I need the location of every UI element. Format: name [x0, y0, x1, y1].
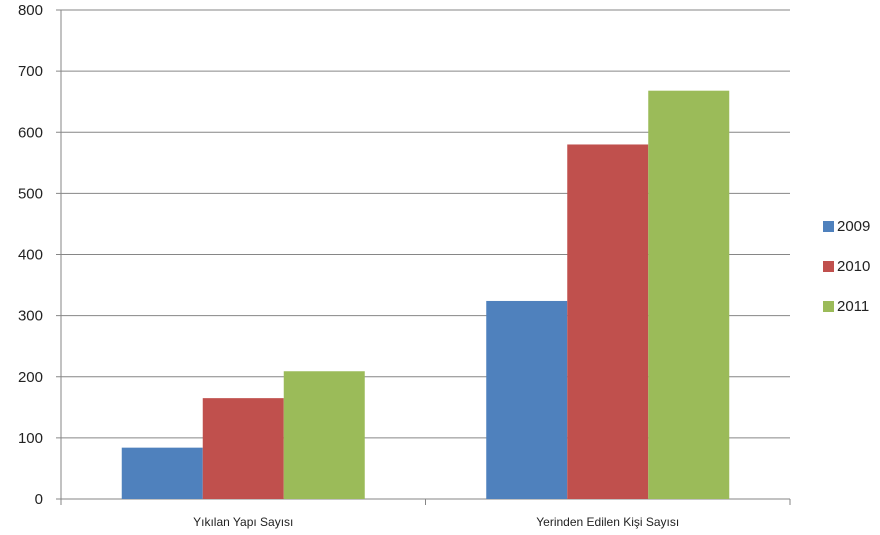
bar-2009-1: [486, 300, 568, 499]
bar-2011-1: [648, 90, 730, 499]
bars: [121, 90, 730, 499]
legend-label-2011: 2011: [837, 298, 869, 315]
y-tick-label: 100: [18, 430, 43, 447]
bar-2009-0: [121, 447, 203, 499]
bar-2010-0: [202, 398, 284, 499]
legend-label-2010: 2010: [837, 258, 870, 275]
y-tick-label: 600: [18, 124, 43, 141]
y-tick-label: 800: [18, 2, 43, 19]
y-tick-label: 700: [18, 63, 43, 80]
legend-swatch-2011: [823, 301, 834, 312]
bar-2010-1: [567, 144, 649, 499]
legend: 2009 2010 2011: [823, 218, 870, 315]
bar-2011-0: [283, 371, 365, 499]
y-tick-label: 200: [18, 369, 43, 386]
y-tick-label: 0: [35, 491, 43, 508]
tick-labels: 0 100 200 300 400 500 600 700 800 Yıkılan Yapı Sa…: [18, 2, 679, 529]
legend-label-2009: 2009: [837, 218, 870, 235]
y-tick-label: 400: [18, 247, 43, 264]
gridlines: [61, 9, 790, 439]
y-tick-label: 300: [18, 308, 43, 325]
y-tick-label: 500: [18, 185, 43, 202]
legend-swatch-2009: [823, 221, 834, 232]
x-category-label: Yıkılan Yapı Sayısı: [193, 515, 293, 529]
legend-swatch-2010: [823, 261, 834, 272]
x-category-label: Yerinden Edilen Kişi Sayısı: [536, 515, 679, 529]
